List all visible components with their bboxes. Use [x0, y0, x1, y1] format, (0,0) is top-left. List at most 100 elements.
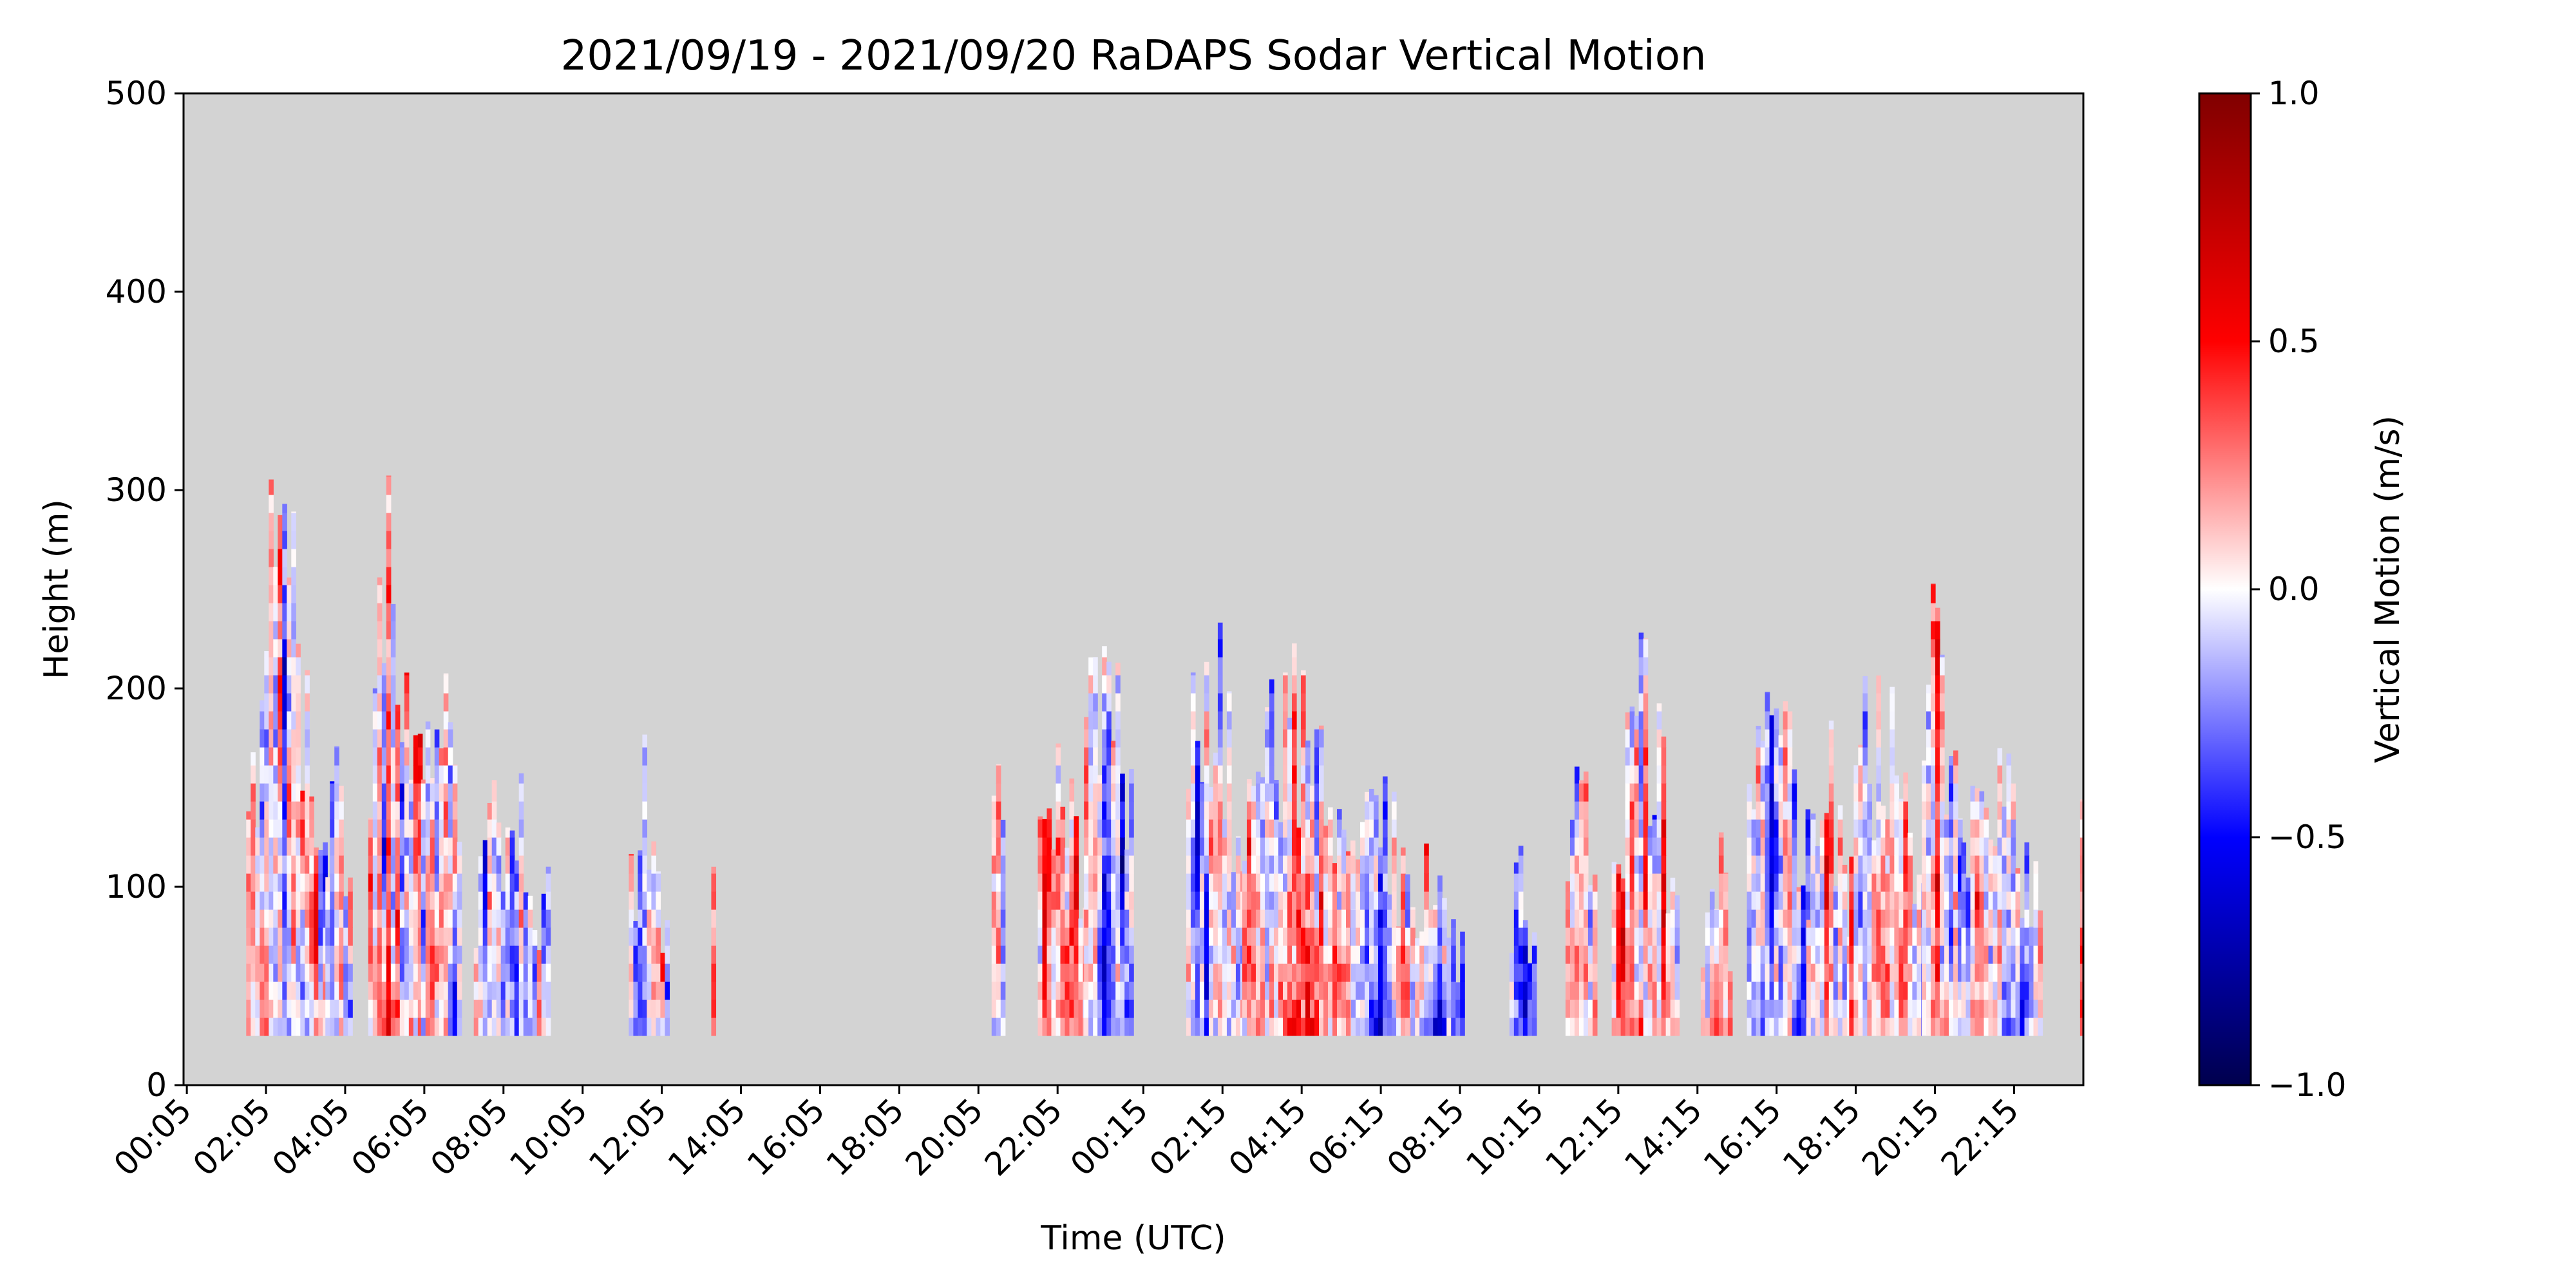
motion-cell [1522, 927, 1528, 946]
motion-cell [1346, 927, 1351, 946]
motion-cell [1583, 981, 1589, 1000]
motion-cell [2089, 927, 2094, 946]
motion-cell [1256, 981, 1261, 1000]
motion-cell [282, 945, 287, 964]
motion-cell [1908, 945, 1913, 964]
motion-segment [1849, 675, 1926, 1036]
motion-cell [386, 891, 392, 910]
motion-cell [417, 783, 423, 802]
motion-cell [386, 549, 392, 567]
motion-cell [1842, 981, 1848, 1000]
motion-cell [264, 675, 269, 694]
motion-cell [417, 963, 423, 982]
motion-cell [1961, 909, 1967, 928]
motion-cell [1124, 981, 1130, 1000]
motion-cell [1111, 873, 1116, 892]
motion-cell [2029, 1018, 2034, 1036]
motion-cell [439, 765, 444, 784]
motion-cell [1217, 783, 1223, 802]
motion-cell [1569, 999, 1575, 1018]
motion-cell [2085, 981, 2090, 1000]
motion-cell [1643, 855, 1649, 874]
motion-cell [1727, 971, 1733, 982]
motion-cell [1265, 945, 1270, 964]
motion-cell [1965, 877, 1971, 892]
motion-cell [305, 765, 310, 784]
motion-cell [1251, 999, 1256, 1018]
motion-cell [1292, 747, 1297, 766]
motion-cell [255, 873, 260, 892]
motion-cell [1944, 814, 1949, 820]
motion-cell [1670, 891, 1676, 910]
motion-cell [1265, 927, 1270, 946]
motion-cell [1433, 981, 1438, 1000]
motion-cell [1842, 945, 1848, 964]
motion-cell [1222, 837, 1227, 856]
motion-cell [1908, 981, 1913, 1000]
motion-cell [1727, 981, 1733, 1000]
motion-cell [1332, 927, 1338, 946]
motion-cell [1374, 981, 1379, 1000]
motion-cell [2130, 783, 2135, 802]
motion-cell [2079, 891, 2083, 910]
motion-cell [482, 1018, 488, 1036]
motion-cell [386, 675, 392, 694]
motion-cell [1097, 783, 1103, 802]
motion-cell [2094, 981, 2099, 1000]
motion-cell [1889, 999, 1895, 1018]
motion-cell [1638, 999, 1644, 1018]
motion-cell [1392, 999, 1397, 1018]
motion-cell [1451, 945, 1456, 964]
motion-cell [1260, 777, 1265, 784]
motion-cell [1247, 999, 1252, 1018]
motion-cell [1460, 963, 1465, 982]
motion-cell [399, 801, 405, 820]
motion-cell [1115, 963, 1121, 982]
motion-cell [1661, 855, 1667, 874]
motion-cell [1661, 819, 1667, 838]
motion-cell [2098, 495, 2103, 513]
motion-cell [2098, 585, 2103, 603]
motion-cell [996, 963, 1001, 982]
motion-cell [2130, 909, 2135, 928]
motion-segment [1700, 832, 1733, 1036]
motion-cell [1265, 707, 1270, 712]
motion-cell [1292, 783, 1297, 802]
motion-cell [545, 927, 551, 946]
motion-cell [1997, 927, 2003, 946]
motion-cell [448, 729, 453, 748]
motion-cell [386, 531, 392, 549]
motion-cell [2011, 981, 2016, 1000]
motion-cell [1862, 765, 1868, 784]
motion-cell [264, 711, 269, 730]
motion-cell [629, 855, 634, 874]
motion-cell [1319, 945, 1324, 964]
motion-cell [2094, 657, 2099, 676]
colorbar-tick-label: 0.5 [2268, 323, 2320, 360]
motion-cell [1670, 927, 1676, 946]
motion-cell [1060, 927, 1066, 946]
motion-cell [1242, 891, 1247, 910]
motion-cell [1056, 963, 1061, 982]
motion-cell [1084, 963, 1089, 982]
motion-cell [372, 963, 378, 982]
motion-cell [1115, 711, 1121, 730]
motion-cell [1405, 1018, 1410, 1036]
motion-cell [251, 1018, 256, 1036]
motion-cell [443, 783, 449, 802]
motion-cell [2134, 891, 2139, 910]
motion-cell [1356, 859, 1361, 874]
motion-cell [1611, 945, 1617, 964]
motion-cell [1369, 855, 1374, 874]
motion-cell [2125, 891, 2130, 910]
motion-segment [2079, 495, 2139, 1036]
motion-cell [314, 873, 319, 892]
motion-cell [1383, 837, 1388, 856]
motion-cell [282, 873, 287, 892]
motion-cell [1756, 729, 1761, 748]
motion-cell [996, 891, 1001, 910]
motion-cell [430, 873, 435, 892]
motion-cell [1097, 819, 1103, 838]
motion-cell [1885, 873, 1890, 892]
motion-cell [1783, 711, 1788, 730]
